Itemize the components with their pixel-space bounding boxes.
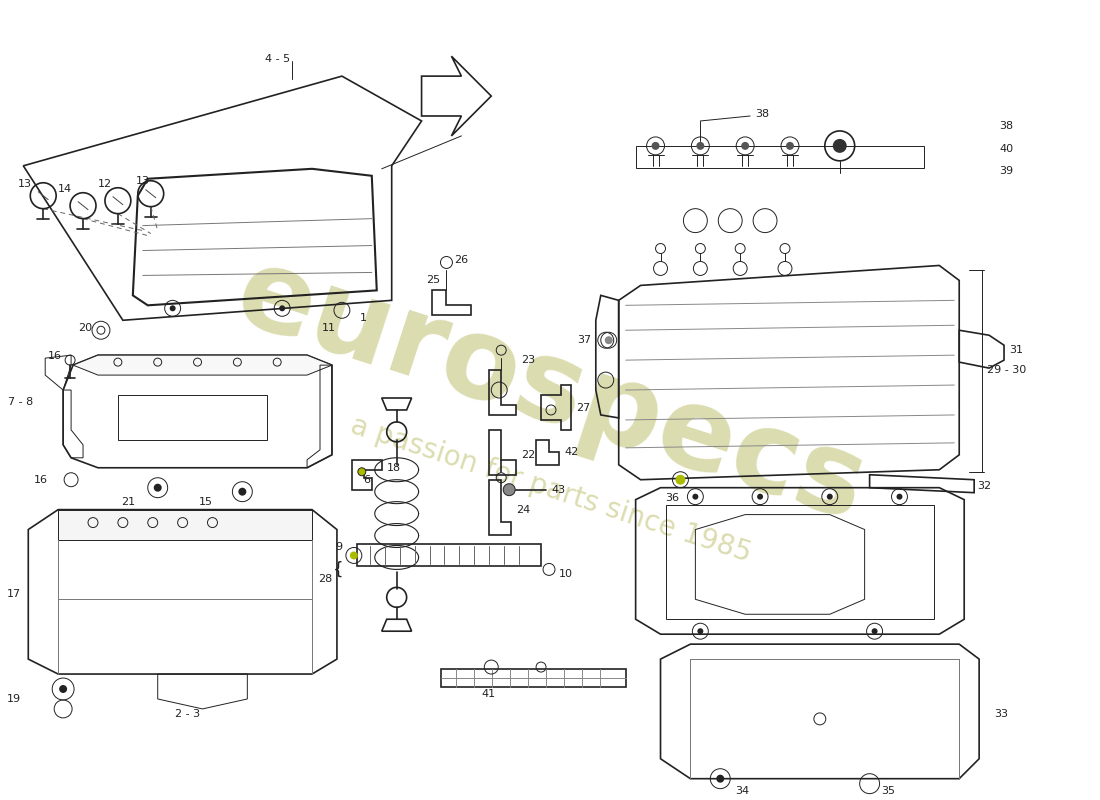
Text: 34: 34	[735, 786, 749, 796]
Text: 1: 1	[360, 314, 366, 323]
Circle shape	[675, 474, 685, 485]
Text: 40: 40	[999, 144, 1013, 154]
Text: 6: 6	[363, 474, 370, 485]
Text: 15: 15	[198, 497, 212, 506]
Polygon shape	[73, 355, 332, 375]
Bar	[118, 395, 267, 440]
Text: 7 - 8: 7 - 8	[8, 397, 33, 407]
Text: 13: 13	[19, 178, 32, 189]
Text: 38: 38	[755, 109, 769, 119]
Circle shape	[97, 326, 104, 334]
Text: 25: 25	[427, 275, 441, 286]
Text: 32: 32	[977, 481, 991, 490]
Circle shape	[833, 139, 847, 153]
Text: 13: 13	[135, 176, 150, 186]
Text: 17: 17	[8, 590, 21, 599]
Text: 19: 19	[8, 694, 21, 704]
Bar	[356, 545, 541, 566]
Circle shape	[154, 484, 162, 492]
Polygon shape	[58, 510, 312, 539]
Circle shape	[59, 685, 67, 693]
Circle shape	[605, 336, 613, 344]
Circle shape	[716, 774, 724, 782]
Text: 26: 26	[454, 255, 469, 266]
Circle shape	[169, 306, 176, 311]
Circle shape	[239, 488, 246, 496]
Circle shape	[279, 306, 285, 311]
Polygon shape	[421, 56, 492, 136]
Circle shape	[696, 142, 704, 150]
Text: 20: 20	[78, 323, 92, 334]
Text: 10: 10	[559, 570, 573, 579]
Text: a passion for parts since 1985: a passion for parts since 1985	[348, 411, 755, 568]
Text: 24: 24	[516, 505, 530, 514]
Text: 21: 21	[121, 497, 135, 506]
Circle shape	[358, 468, 366, 476]
Text: 35: 35	[881, 786, 895, 796]
Text: 27: 27	[576, 403, 590, 413]
Circle shape	[871, 628, 878, 634]
Circle shape	[697, 628, 703, 634]
Circle shape	[741, 142, 749, 150]
Text: 41: 41	[482, 689, 495, 699]
Text: {: {	[333, 561, 344, 578]
Text: 38: 38	[999, 121, 1013, 131]
Text: 37: 37	[576, 335, 591, 346]
Text: 42: 42	[564, 447, 579, 457]
Text: 33: 33	[994, 709, 1008, 719]
Text: 29 - 30: 29 - 30	[987, 365, 1026, 375]
Text: 16: 16	[48, 351, 63, 361]
Circle shape	[692, 494, 698, 500]
Circle shape	[827, 494, 833, 500]
Text: 23: 23	[521, 355, 536, 365]
Text: 14: 14	[58, 184, 73, 194]
Text: 28: 28	[318, 574, 332, 584]
Text: 18: 18	[387, 462, 400, 473]
Text: 2 - 3: 2 - 3	[175, 709, 200, 719]
Circle shape	[651, 142, 660, 150]
Circle shape	[896, 494, 902, 500]
Circle shape	[503, 484, 515, 496]
Text: 39: 39	[999, 166, 1013, 176]
Text: eurospecs: eurospecs	[222, 236, 880, 544]
Text: 36: 36	[666, 493, 680, 502]
Text: 31: 31	[1009, 345, 1023, 355]
Circle shape	[350, 551, 358, 559]
Text: 22: 22	[521, 450, 536, 460]
Bar	[636, 146, 924, 168]
Bar	[441, 669, 626, 687]
Text: 16: 16	[34, 474, 48, 485]
Circle shape	[786, 142, 794, 150]
Text: 43: 43	[551, 485, 565, 494]
Text: 9: 9	[334, 542, 342, 553]
Text: 11: 11	[322, 323, 335, 334]
Circle shape	[757, 494, 763, 500]
Text: 4 - 5: 4 - 5	[265, 54, 289, 64]
Text: 12: 12	[98, 178, 112, 189]
